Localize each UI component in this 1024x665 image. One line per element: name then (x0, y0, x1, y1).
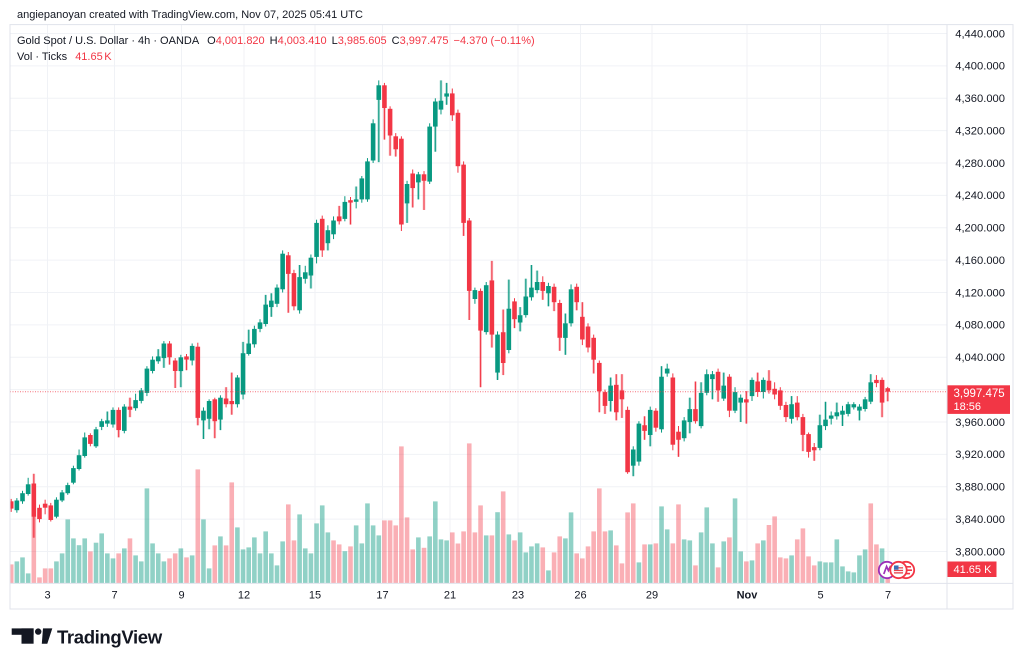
svg-text:23: 23 (512, 590, 524, 602)
svg-text:12: 12 (238, 590, 250, 602)
svg-text:4,360.000: 4,360.000 (955, 93, 1005, 105)
svg-text:Vol · Ticks 41.65K: Vol · Ticks 41.65 K (17, 51, 112, 63)
svg-text:15: 15 (309, 590, 321, 602)
svg-text:26: 26 (574, 590, 586, 602)
svg-text:angiepanoyan created with Trad: angiepanoyan created with TradingView.co… (17, 9, 363, 21)
svg-text:4,120.000: 4,120.000 (955, 287, 1005, 299)
svg-text:TradingView: TradingView (57, 627, 163, 648)
svg-text:29: 29 (646, 590, 658, 602)
svg-text:41.65 K: 41.65 K (954, 564, 993, 576)
svg-text:17: 17 (376, 590, 388, 602)
svg-text:21: 21 (444, 590, 456, 602)
svg-text:3,920.000: 3,920.000 (955, 449, 1005, 461)
svg-text:4,080.000: 4,080.000 (955, 320, 1005, 332)
svg-text:7: 7 (885, 590, 891, 602)
svg-text:Gold Spot / U.S. Dollar · 4h ·: Gold Spot / U.S. Dollar · 4h · OANDA O4,0… (17, 35, 535, 47)
svg-text:4,160.000: 4,160.000 (955, 255, 1005, 267)
svg-text:9: 9 (178, 590, 184, 602)
svg-text:3,840.000: 3,840.000 (955, 514, 1005, 526)
svg-text:3,997.475: 3,997.475 (954, 388, 1005, 400)
svg-text:3,960.000: 3,960.000 (955, 417, 1005, 429)
svg-text:3,880.000: 3,880.000 (955, 482, 1005, 494)
svg-text:Nov: Nov (737, 590, 759, 602)
svg-text:3,800.000: 3,800.000 (955, 546, 1005, 558)
svg-text:4,400.000: 4,400.000 (955, 61, 1005, 73)
svg-text:4,320.000: 4,320.000 (955, 125, 1005, 137)
svg-text:18:56: 18:56 (954, 401, 982, 413)
svg-text:7: 7 (111, 590, 117, 602)
svg-text:4,440.000: 4,440.000 (955, 28, 1005, 40)
svg-text:3: 3 (44, 590, 50, 602)
svg-text:4,200.000: 4,200.000 (955, 223, 1005, 235)
svg-text:4,240.000: 4,240.000 (955, 190, 1005, 202)
svg-text:4,040.000: 4,040.000 (955, 352, 1005, 364)
svg-text:4,280.000: 4,280.000 (955, 158, 1005, 170)
svg-text:5: 5 (817, 590, 823, 602)
